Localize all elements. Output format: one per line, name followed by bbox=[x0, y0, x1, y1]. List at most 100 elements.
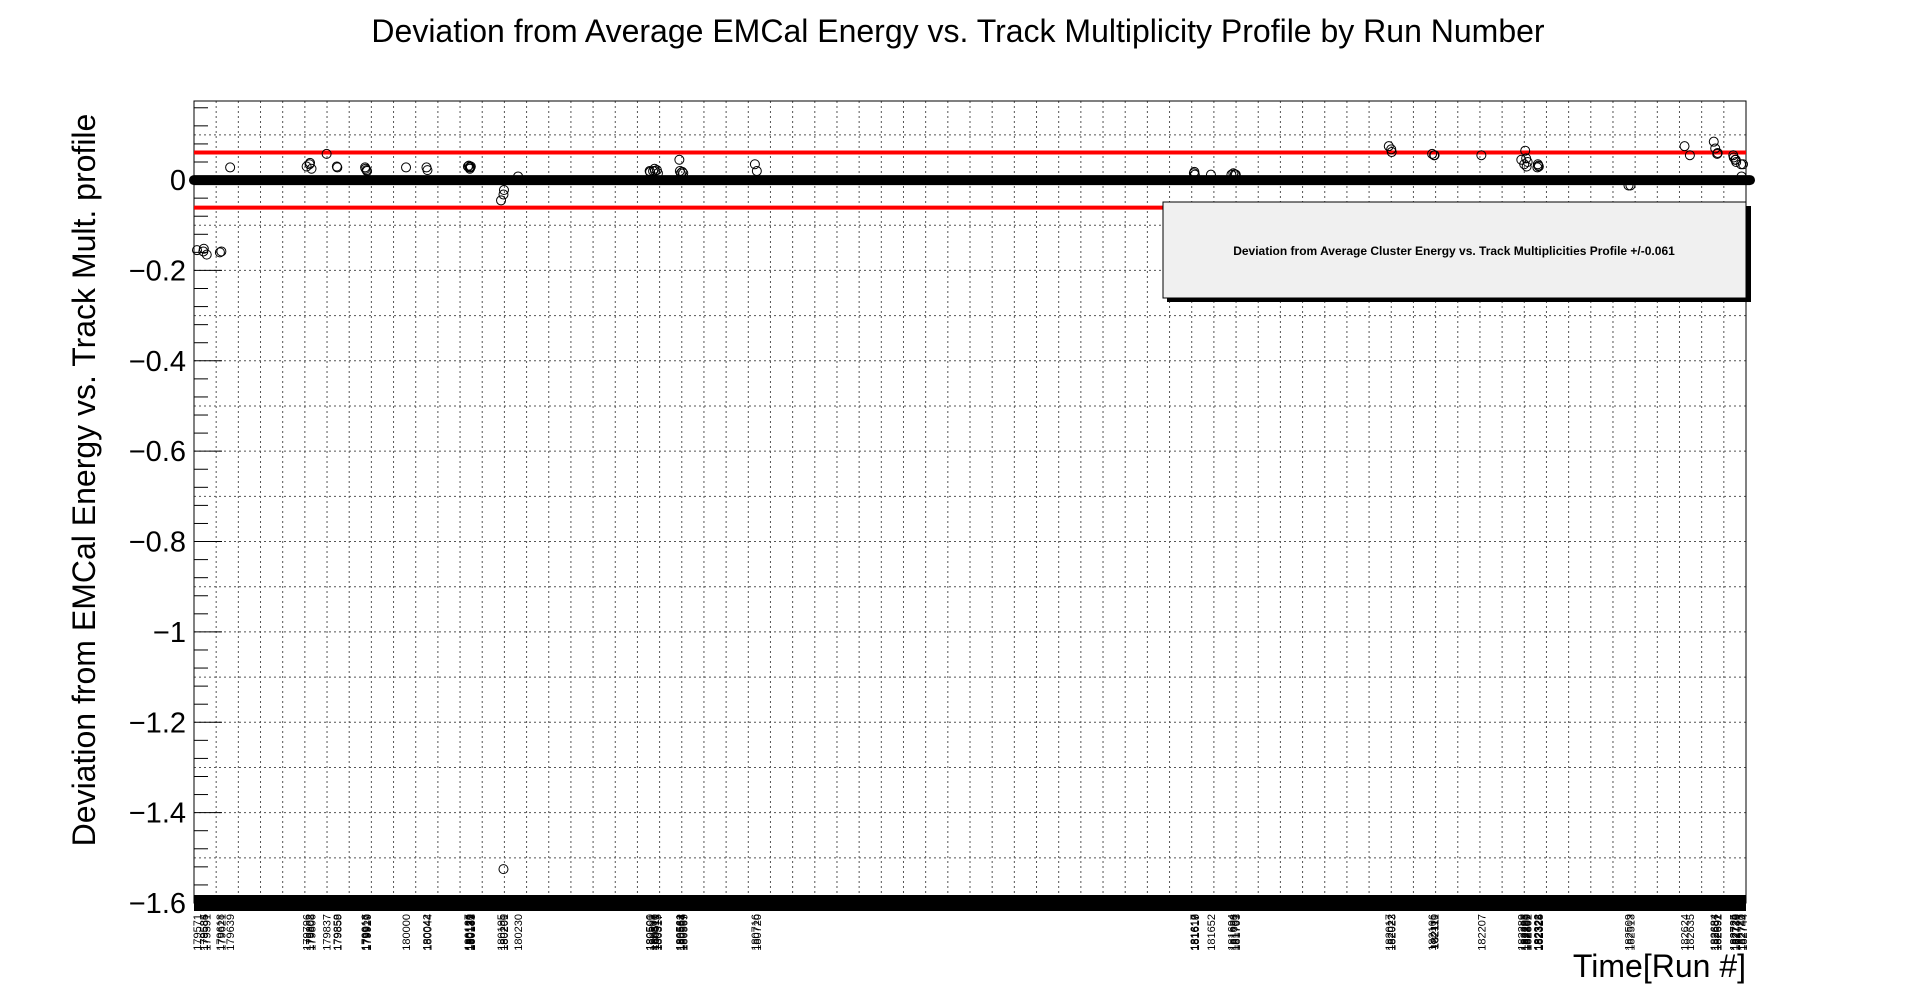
data-point bbox=[216, 246, 227, 257]
x-tick-label: 182207 bbox=[1476, 914, 1488, 951]
x-tick-label: 182295 bbox=[1519, 914, 1531, 951]
x-tick-label: 179859 bbox=[332, 914, 344, 951]
data-point bbox=[1522, 156, 1533, 167]
data-point bbox=[1679, 141, 1690, 152]
x-tick-label: 180132 bbox=[465, 914, 477, 951]
x-tick-label: 179916 bbox=[360, 914, 372, 951]
data-point bbox=[1189, 169, 1200, 180]
x-tick-label: 182322 bbox=[1532, 914, 1544, 951]
data-point bbox=[362, 166, 373, 177]
x-tick-label: 179584 bbox=[198, 914, 210, 951]
x-tick-label: 179858 bbox=[332, 914, 344, 951]
x-tick-label: 180131 bbox=[465, 914, 477, 951]
x-tick-label: 179585 bbox=[199, 914, 211, 951]
x-tick-label: 181703 bbox=[1231, 914, 1243, 951]
x-tick-label: 179917 bbox=[361, 914, 373, 951]
y-tick-label: −1.6 bbox=[129, 888, 186, 920]
y-tick-label: −0.8 bbox=[129, 527, 186, 559]
x-tick-band bbox=[194, 895, 1746, 911]
data-point bbox=[360, 163, 371, 174]
x-tick-label: 182111 bbox=[1430, 914, 1442, 949]
data-point bbox=[677, 166, 688, 177]
x-tick-label: 182730 bbox=[1731, 914, 1743, 951]
x-tick-label: 180564 bbox=[676, 914, 688, 951]
y-axis: 0 −0.2 −0.4 −0.6 −0.8 −1 −1.2 −1.4 −1.6 bbox=[129, 107, 222, 920]
data-point bbox=[751, 166, 762, 177]
data-point bbox=[675, 168, 686, 179]
y-tick-label: −0.6 bbox=[129, 436, 186, 468]
x-tick-label: 180561 bbox=[674, 914, 686, 951]
data-point bbox=[1429, 150, 1440, 161]
legend: Deviation from Average Cluster Energy vs… bbox=[1162, 201, 1751, 302]
data-point bbox=[1521, 161, 1532, 172]
x-tick-label: 182289 bbox=[1516, 914, 1528, 951]
chart-title: Deviation from Average EMCal Energy vs. … bbox=[371, 13, 1545, 49]
x-tick-label: 179802 bbox=[305, 914, 317, 951]
data-point bbox=[306, 163, 317, 174]
data-point bbox=[1383, 141, 1394, 152]
x-tick-label: 180130 bbox=[464, 914, 476, 951]
x-tick-label: 182729 bbox=[1731, 914, 1743, 951]
legend-text: Deviation from Average Cluster Energy vs… bbox=[1233, 244, 1675, 258]
x-tick-label: 182297 bbox=[1520, 914, 1532, 951]
data-point bbox=[305, 157, 316, 168]
x-tick-label: 182300 bbox=[1522, 914, 1534, 951]
data-point bbox=[465, 161, 476, 172]
data-point bbox=[678, 168, 689, 179]
data-point bbox=[1226, 169, 1237, 180]
x-tick-label: 182725 bbox=[1729, 914, 1741, 951]
data-point bbox=[192, 245, 202, 256]
x-tick-label: 180200 bbox=[498, 914, 510, 951]
x-tick-label: 181694 bbox=[1226, 914, 1238, 951]
data-point bbox=[201, 249, 212, 260]
x-tick-label: 179806 bbox=[307, 914, 319, 951]
y-axis-label: Deviation from EMCal Energy vs. Track Mu… bbox=[66, 114, 102, 847]
x-tick-label: 182325 bbox=[1534, 914, 1546, 951]
x-tick-label: 180230 bbox=[513, 914, 525, 951]
y-tick-label: −1.4 bbox=[129, 798, 186, 830]
legend-box bbox=[1162, 201, 1747, 299]
y-tick-label: 0 bbox=[170, 165, 186, 197]
x-tick-label: 182022 bbox=[1386, 914, 1398, 951]
data-point bbox=[1731, 156, 1742, 167]
x-tick-label: 182323 bbox=[1533, 914, 1545, 951]
data-point bbox=[321, 148, 332, 159]
y-tick-label: −1 bbox=[153, 617, 186, 649]
data-point bbox=[1205, 169, 1216, 180]
x-tick-label: 179591 bbox=[202, 914, 214, 951]
x-tick-label: 182741 bbox=[1737, 914, 1749, 951]
grid bbox=[194, 101, 1746, 903]
data-point bbox=[1476, 150, 1487, 161]
x-tick-label: 179920 bbox=[362, 914, 374, 951]
data-point bbox=[1736, 171, 1747, 182]
x-tick-label: 180500 bbox=[645, 914, 657, 951]
x-tick-label: 182302 bbox=[1523, 914, 1535, 951]
x-tick-label: 180569 bbox=[678, 914, 690, 951]
x-tick-label: 180515 bbox=[652, 914, 664, 951]
data-point bbox=[650, 166, 661, 177]
x-tick-label: 179618 bbox=[215, 914, 227, 951]
data-point bbox=[1533, 161, 1544, 172]
data-point bbox=[198, 243, 209, 254]
data-point bbox=[498, 189, 509, 200]
data-point bbox=[496, 195, 507, 206]
data-point bbox=[1625, 180, 1636, 191]
y-tick-label: −0.4 bbox=[129, 346, 186, 378]
data-point bbox=[674, 154, 685, 165]
x-tick-label: 182692 bbox=[1713, 914, 1725, 951]
x-tick-label: 182299 bbox=[1521, 914, 1533, 951]
x-tick-label: 182017 bbox=[1384, 914, 1396, 951]
x-tick-label: 180562 bbox=[675, 914, 687, 951]
data-point bbox=[225, 162, 236, 173]
data-point bbox=[749, 159, 760, 170]
data-point bbox=[1228, 168, 1239, 179]
x-tick-label: 180127 bbox=[463, 914, 475, 951]
x-tick-label: 180507 bbox=[648, 914, 660, 951]
data-point bbox=[1427, 148, 1438, 159]
x-tick-label: 182724 bbox=[1728, 914, 1740, 951]
x-axis-label: Time[Run #] bbox=[1573, 948, 1746, 984]
y-tick-label: −1.2 bbox=[129, 707, 186, 739]
data-point bbox=[1386, 147, 1397, 158]
